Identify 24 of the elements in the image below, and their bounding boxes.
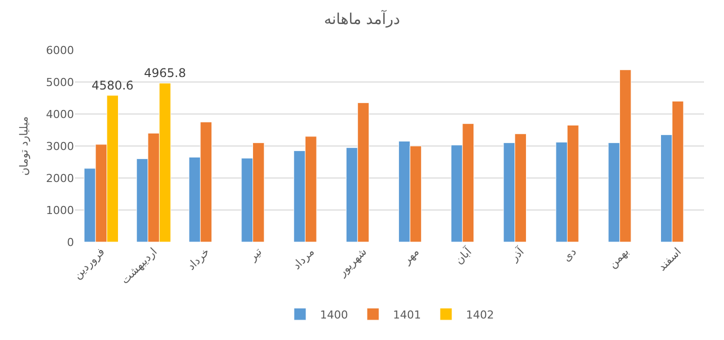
- y-axis-title: میلیارد تومان: [18, 116, 31, 176]
- x-tick-label: تیر: [246, 245, 264, 264]
- legend-label: 1400: [320, 308, 348, 322]
- x-tick-label: مهر: [400, 245, 422, 268]
- x-tick-label: دی: [560, 245, 580, 264]
- x-tick-label: اردیبهشت: [118, 245, 160, 287]
- data-label: 4965.8: [144, 66, 186, 80]
- x-tick-label: مرداد: [290, 245, 317, 272]
- data-label: 4580.6: [92, 78, 134, 92]
- x-tick-label: خرداد: [184, 245, 212, 273]
- y-tick-label: 3000: [46, 140, 74, 153]
- y-tick-label: 2000: [46, 172, 74, 185]
- legend-label: 1401: [393, 308, 421, 322]
- x-tick-label: آذر: [506, 244, 528, 265]
- x-tick-label: شهریور: [335, 245, 370, 280]
- y-tick-label: 5000: [46, 76, 74, 89]
- x-tick-label: بهمن: [606, 245, 632, 271]
- y-tick-label: 4000: [46, 108, 74, 121]
- x-tick-label: آبان: [452, 244, 475, 267]
- y-tick-label: 1000: [46, 204, 74, 217]
- y-tick-label: 6000: [46, 44, 74, 57]
- legend-label: 1402: [466, 308, 494, 322]
- x-tick-label: اسفند: [656, 245, 684, 274]
- chart-title: درآمد ماهانه: [324, 9, 400, 28]
